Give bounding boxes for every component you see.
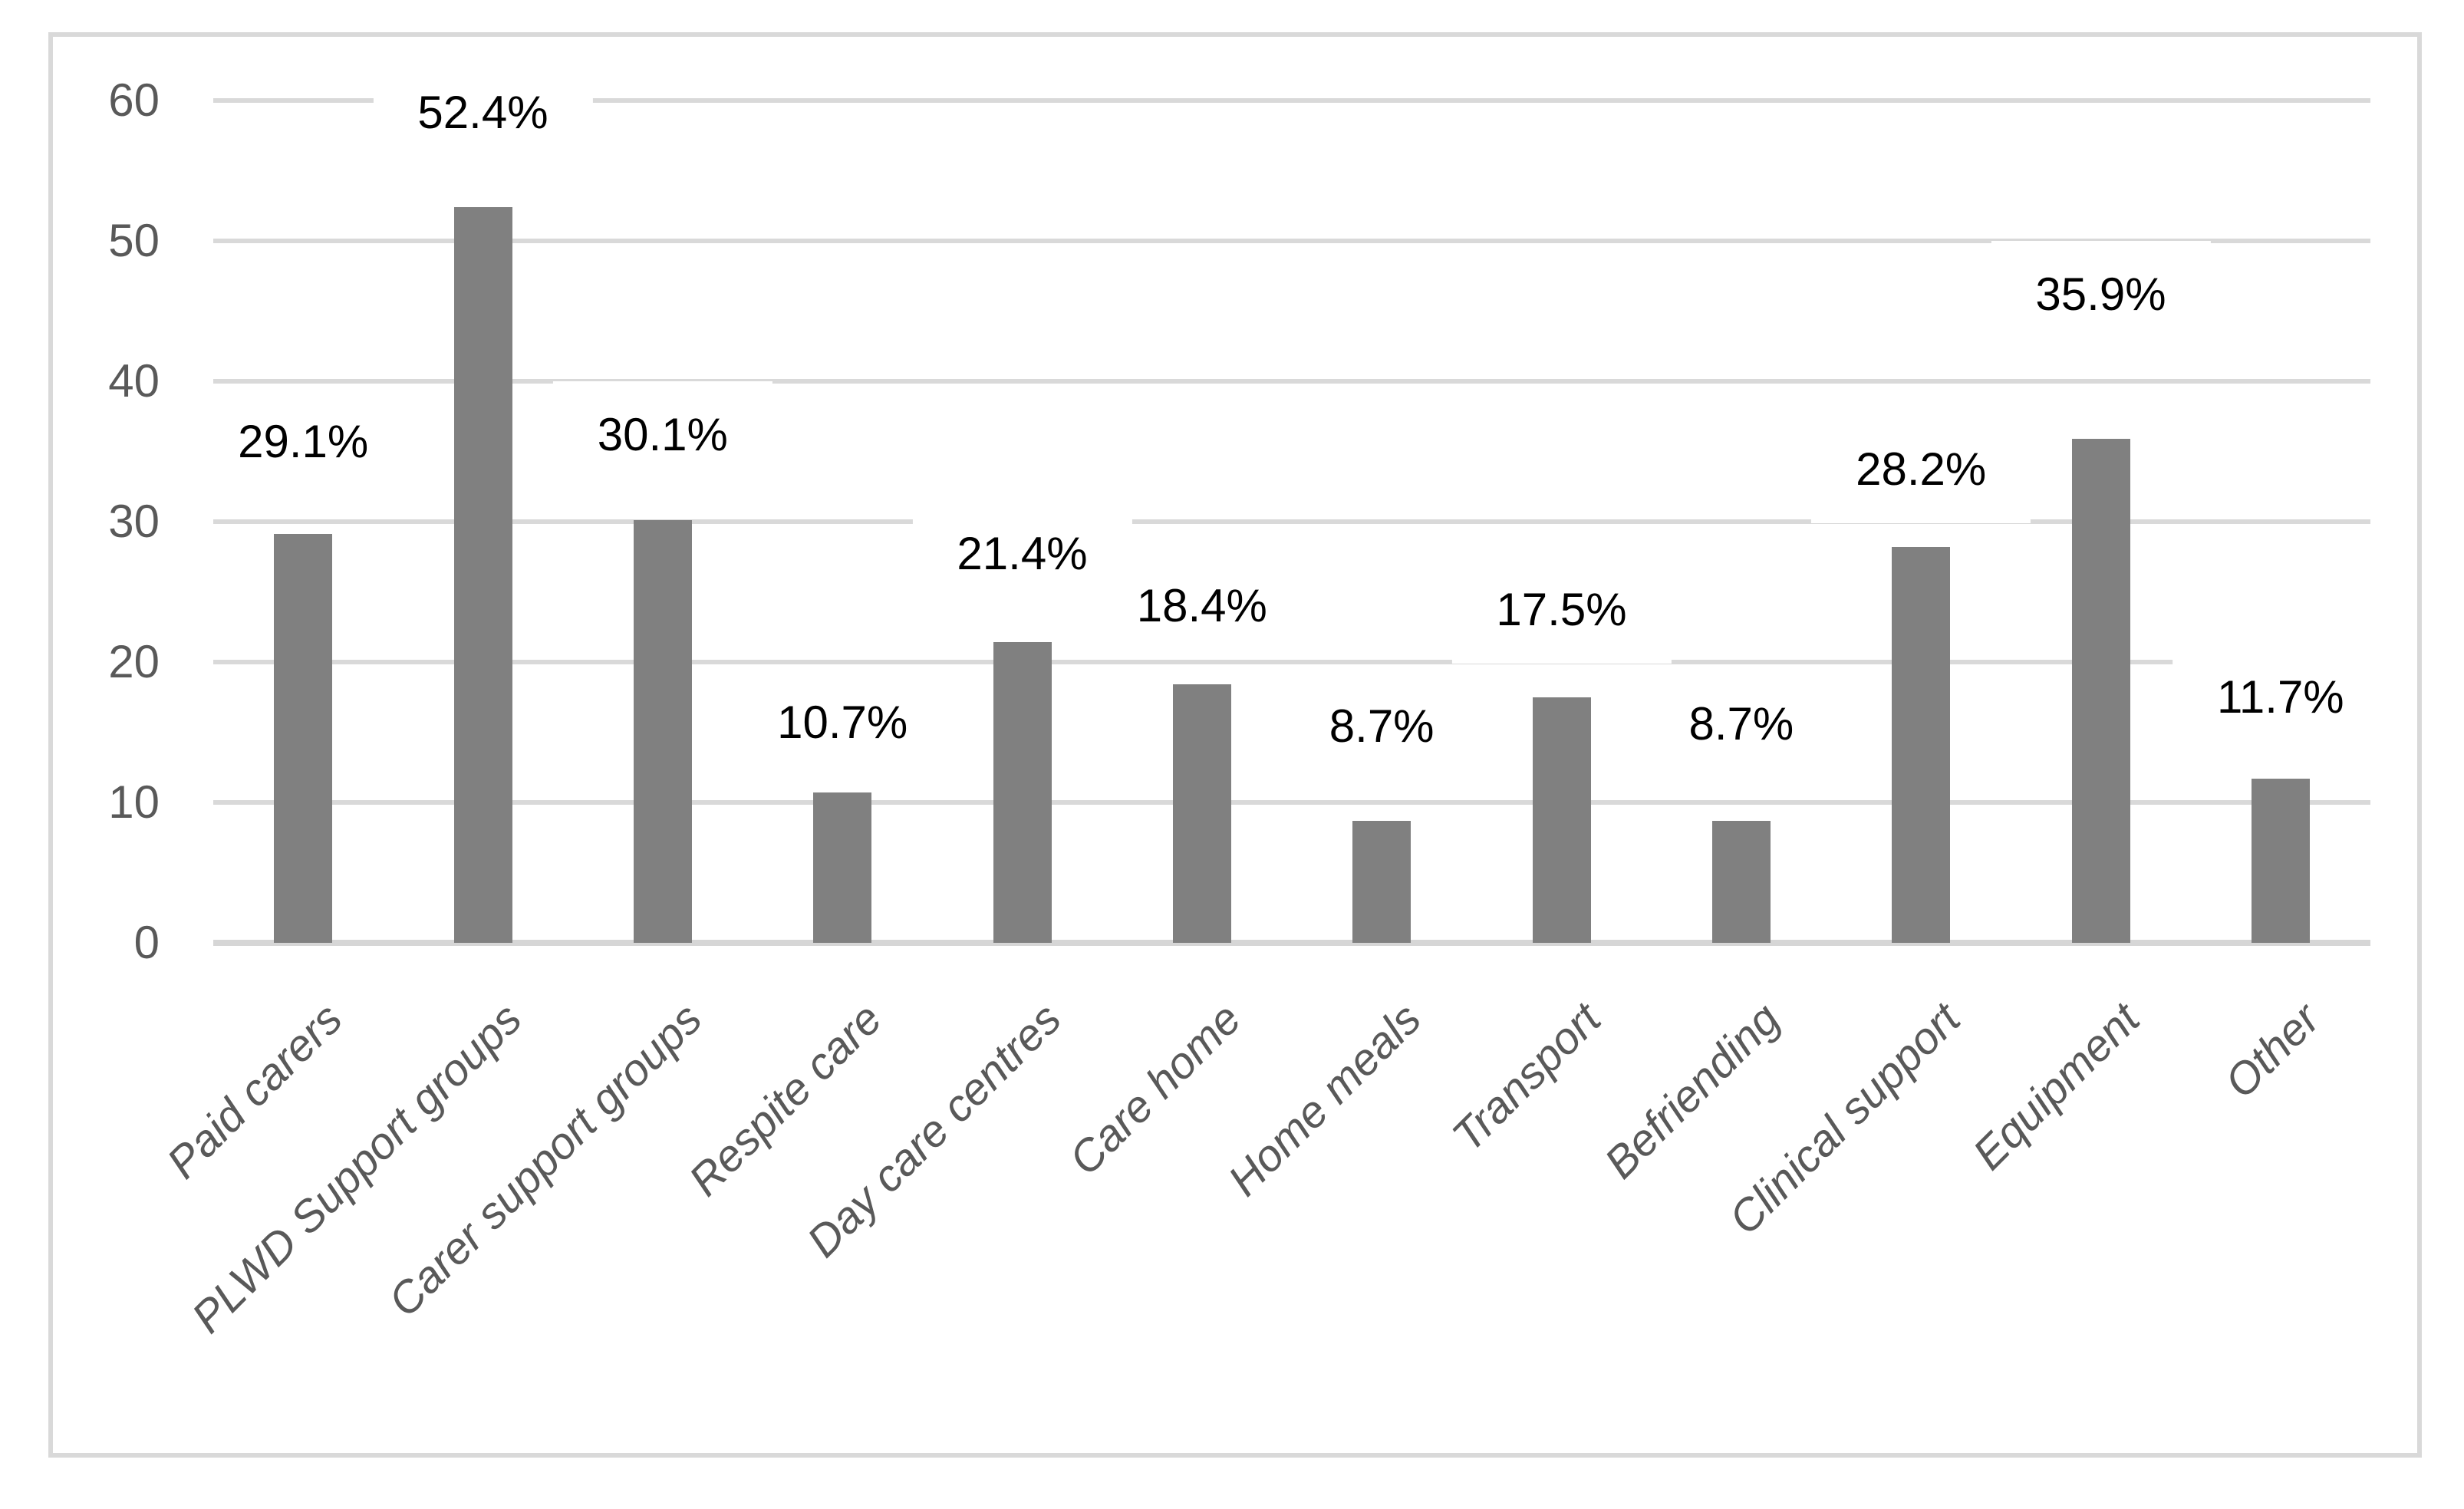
gridline: [213, 519, 2370, 524]
data-label: 35.9%: [1991, 240, 2211, 348]
data-label: 28.2%: [1811, 416, 2031, 524]
gridline: [213, 98, 2370, 103]
data-label: 10.7%: [733, 668, 953, 776]
bar: [2071, 439, 2130, 943]
bar: [1892, 546, 1951, 943]
bar: [993, 642, 1052, 943]
y-axis-tick-label: 50: [108, 215, 160, 266]
y-axis-tick-label: 60: [108, 74, 160, 126]
bar: [2251, 778, 2310, 943]
y-axis-tick-label: 10: [108, 776, 160, 828]
gridline: [213, 660, 2370, 664]
y-axis-tick-label: 20: [108, 636, 160, 687]
y-axis-tick-label: 40: [108, 355, 160, 407]
data-label: 30.1%: [552, 381, 772, 489]
gridline: [213, 379, 2370, 384]
y-axis-tick-label: 0: [133, 917, 160, 968]
bar: [813, 792, 872, 943]
data-label: 18.4%: [1092, 552, 1312, 660]
y-axis-tick-label: 30: [108, 496, 160, 547]
bar: [633, 520, 692, 943]
x-axis-line: [213, 940, 2370, 946]
bar: [453, 207, 512, 943]
data-label: 11.7%: [2172, 643, 2389, 751]
data-label: 17.5%: [1451, 556, 1672, 664]
data-label: 8.7%: [1644, 670, 1839, 778]
bar: [1711, 820, 1771, 943]
gridline: [213, 800, 2370, 805]
bar: [1172, 684, 1231, 943]
gridline: [213, 239, 2370, 243]
bar: [1532, 697, 1591, 943]
data-label: 29.1%: [193, 387, 413, 496]
data-label: 52.4%: [373, 59, 593, 167]
bar: [1352, 820, 1412, 943]
data-label: 8.7%: [1284, 673, 1479, 781]
bar: [274, 534, 333, 943]
